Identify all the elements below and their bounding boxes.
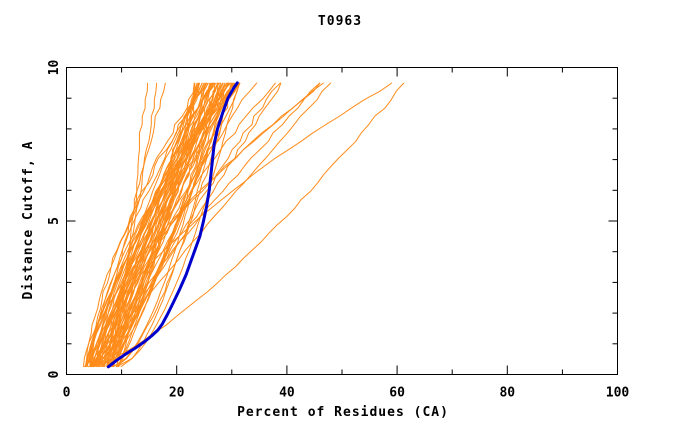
x-axis-tick-labels: 0 20 40 60 80 100	[63, 386, 630, 401]
model-curve	[103, 82, 258, 367]
x-tick-label: 60	[389, 386, 405, 401]
model-curve	[120, 82, 226, 368]
model-curve	[82, 82, 321, 367]
model-curve	[107, 82, 241, 367]
model-curve	[116, 82, 281, 367]
model-curve	[91, 82, 321, 368]
model-curve	[91, 82, 208, 367]
y-tick-label: 5	[47, 217, 62, 225]
model-curve	[85, 82, 198, 367]
model-curve	[96, 82, 230, 367]
x-axis-label: Percent of Residues (CA)	[237, 405, 449, 420]
model-curve	[90, 82, 211, 368]
x-tick-label: 20	[169, 386, 185, 401]
y-tick-label: 10	[47, 60, 62, 76]
model-curve	[97, 82, 324, 367]
model-curve	[90, 82, 233, 368]
x-tick-label: 80	[499, 386, 515, 401]
model-curve	[89, 82, 332, 368]
model-ensemble-curves	[82, 82, 405, 368]
model-curve	[99, 82, 236, 367]
x-axis-ticks	[66, 67, 618, 375]
x-tick-label: 0	[63, 386, 71, 401]
x-tick-label: 40	[279, 386, 295, 401]
model-curve	[106, 82, 215, 367]
model-curve	[90, 82, 229, 367]
y-axis-ticks	[66, 67, 618, 375]
x-tick-label: 100	[606, 386, 630, 401]
page-title: T0963	[317, 14, 363, 29]
model-curve	[112, 82, 219, 368]
model-curve	[86, 82, 213, 367]
highlighted-model-curve	[106, 81, 239, 369]
y-tick-label: 0	[47, 370, 62, 378]
y-axis-tick-labels: 0 5 10	[47, 60, 62, 379]
model-curve	[89, 82, 237, 367]
model-curve	[106, 82, 201, 367]
y-axis-label: Distance Cutoff, A	[21, 141, 36, 300]
model-curve	[112, 82, 237, 367]
model-curve	[90, 82, 235, 367]
model-curve	[116, 82, 240, 368]
model-curve	[92, 82, 234, 367]
model-curve	[90, 82, 405, 368]
model-curve	[118, 82, 229, 368]
model-curve	[90, 82, 393, 367]
